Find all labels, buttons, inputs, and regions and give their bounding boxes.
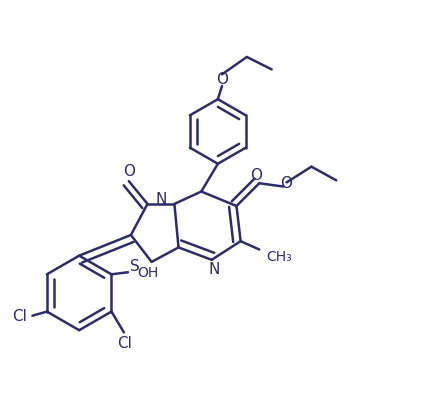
Text: OH: OH [138, 266, 159, 280]
Text: Cl: Cl [117, 335, 132, 350]
Text: S: S [130, 258, 140, 273]
Text: O: O [216, 72, 228, 87]
Text: Cl: Cl [12, 309, 28, 323]
Text: CH₃: CH₃ [267, 249, 293, 263]
Text: N: N [208, 262, 219, 277]
Text: N: N [155, 192, 167, 207]
Text: O: O [250, 167, 262, 182]
Text: O: O [123, 164, 135, 179]
Text: O: O [281, 176, 293, 190]
